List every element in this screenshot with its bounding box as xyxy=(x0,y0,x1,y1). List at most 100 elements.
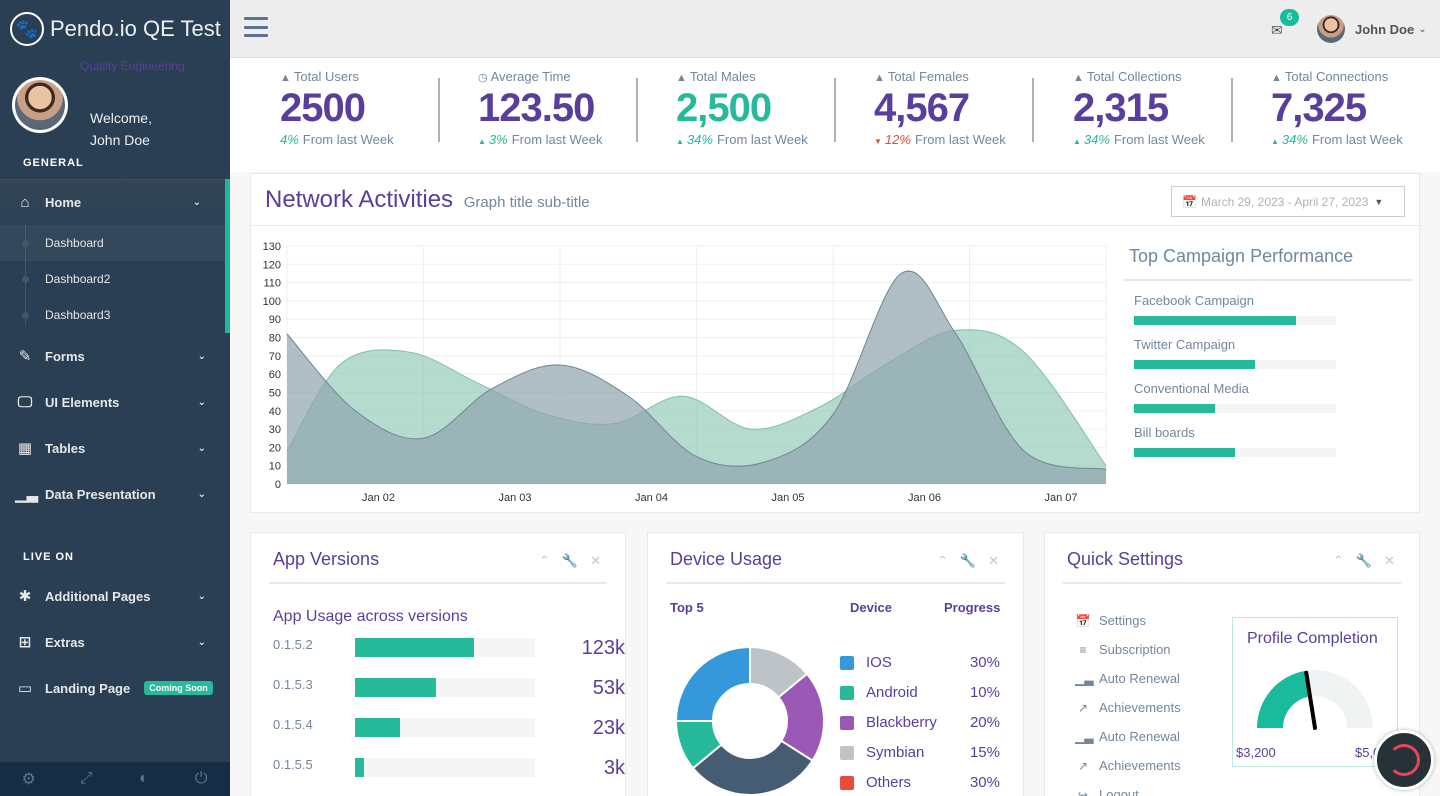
close-icon[interactable]: ✕ xyxy=(988,553,999,568)
sidebar-item-ui-elements[interactable]: 🖵 UI Elements ⌄ xyxy=(0,379,230,425)
gauge-filled-arc xyxy=(1257,670,1310,728)
device-usage-title: Device Usage xyxy=(670,549,783,569)
collapse-icon[interactable]: ⌃ xyxy=(937,553,948,568)
network-title: Network Activities xyxy=(265,186,454,213)
sidebar-item-forms[interactable]: ✎ Forms ⌄ xyxy=(0,333,230,379)
network-activities-panel: Network Activities Graph title sub-title… xyxy=(250,173,1421,513)
user-icon: ▲ xyxy=(676,72,687,84)
quick-setting-item[interactable]: 📅 Settings xyxy=(1075,613,1146,628)
wrench-icon[interactable]: 🔧 xyxy=(561,553,579,568)
version-usage-value: 53k xyxy=(592,677,625,699)
close-icon[interactable]: ✕ xyxy=(1384,553,1395,568)
edit-icon: ✎ xyxy=(18,348,32,365)
quick-settings-title: Quick Settings xyxy=(1067,549,1184,569)
tile-footer: 4% From last Week xyxy=(280,132,470,147)
panel-tools: ⌃ 🔧 ✕ xyxy=(539,553,601,569)
calendar-icon: 📅 xyxy=(1182,194,1197,209)
home-icon: ⌂ xyxy=(20,193,30,211)
sidebar-item-home[interactable]: ⌂ Home ⌄ xyxy=(0,179,230,225)
menu-toggle-icon[interactable] xyxy=(244,17,268,37)
sidebar-item-landing-page[interactable]: ▭ Landing Page Coming Soon xyxy=(0,665,230,711)
power-icon[interactable]: ⏻ xyxy=(194,770,208,787)
tile-footer: ▲ 34% From last Week xyxy=(1073,132,1263,147)
sidebar-footer: ⚙ ⤢ ◐ ⏻ xyxy=(0,762,230,796)
tile-footer: ▲ 34% From last Week xyxy=(676,132,866,147)
device-percent: 30% xyxy=(969,654,1000,671)
sidebar-item-label: Landing Page xyxy=(45,680,131,696)
quick-setting-item[interactable]: ↗ Achievements xyxy=(1075,758,1181,773)
sidebar-subitem-dashboard2[interactable]: Dashboard2 xyxy=(0,261,225,297)
section-general: GENERAL xyxy=(23,157,84,169)
app-versions-panel: App Versions ⌃ 🔧 ✕ App Usage across vers… xyxy=(250,532,626,796)
campaign-item: Facebook Campaign xyxy=(1123,293,1413,325)
sidebar-item-additional-pages[interactable]: ✱ Additional Pages ⌄ xyxy=(0,573,230,619)
tile-suffix: From last Week xyxy=(511,132,603,147)
device-percent: 20% xyxy=(969,714,1000,731)
gauge-empty-arc xyxy=(1305,670,1373,728)
stat-tile: ▲ Total Females 4,567 ▼ 12% From last Week xyxy=(874,69,1064,147)
chevron-down-icon: ⌄ xyxy=(197,350,206,362)
device-row: Others 30% xyxy=(840,773,1000,793)
y-tick-label: 90 xyxy=(269,314,281,326)
line-chart-icon: ↗ xyxy=(1077,758,1089,773)
date-range-picker[interactable]: 📅 March 29, 2023 - April 27, 2023 ▼ xyxy=(1171,186,1405,217)
tile-label-text: Average Time xyxy=(490,69,571,84)
sidebar-item-data-presentation[interactable]: ▁▃ Data Presentation ⌄ xyxy=(0,471,230,517)
tile-label: ▲ Total Collections xyxy=(1073,69,1263,84)
desktop-icon: 🖵 xyxy=(17,393,33,411)
y-tick-label: 30 xyxy=(269,424,281,436)
bar-chart-icon: ▁▃ xyxy=(1075,671,1094,686)
fullscreen-icon[interactable]: ⤢ xyxy=(79,770,93,787)
campaign-item: Bill boards xyxy=(1123,425,1413,457)
sidebar-item-label: Forms xyxy=(45,348,85,364)
sidebar-item-tables[interactable]: ▦ Tables ⌄ xyxy=(0,425,230,471)
sidebar-subitem-dashboard3[interactable]: Dashboard3 xyxy=(0,297,225,333)
sidebar-item-label: Home xyxy=(45,194,82,210)
eye-close-icon[interactable]: ◐ xyxy=(138,770,149,787)
close-icon[interactable]: ✕ xyxy=(590,553,601,568)
version-number: 0.1.5.5 xyxy=(273,757,313,772)
wrench-icon[interactable]: 🔧 xyxy=(959,553,977,568)
donut-slice-others xyxy=(691,739,814,796)
panel-tools: ⌃ 🔧 ✕ xyxy=(937,553,999,569)
quick-setting-item[interactable]: ↗ Achievements xyxy=(1075,700,1181,715)
device-row: Android 10% xyxy=(840,683,1000,703)
sidebar-item-extras[interactable]: ⊞ Extras ⌄ xyxy=(0,619,230,665)
device-header: Device xyxy=(850,600,892,615)
quick-setting-item[interactable]: ↪ Logout xyxy=(1075,787,1139,796)
sidebar: 🐾 Pendo.io QE Test Quality Engineering W… xyxy=(0,0,230,796)
y-tick-label: 120 xyxy=(263,259,281,271)
version-usage-bar xyxy=(355,718,535,737)
tile-value: 7,325 xyxy=(1271,86,1367,130)
profile-gauge xyxy=(1257,670,1373,730)
pendo-logo-icon xyxy=(1388,744,1420,776)
tile-footer: ▲ 34% From last Week xyxy=(1271,132,1440,147)
quick-setting-item[interactable]: ≡ Subscription xyxy=(1075,642,1170,657)
device-donut-chart xyxy=(674,645,825,796)
tile-footer: ▲ 3% From last Week xyxy=(478,132,668,147)
version-usage-value: 123k xyxy=(581,637,625,659)
collapse-icon[interactable]: ⌃ xyxy=(539,553,550,568)
wrench-icon[interactable]: 🔧 xyxy=(1355,553,1373,568)
chevron-down-icon: ⌄ xyxy=(192,196,201,208)
quick-setting-item[interactable]: ▁▃ Auto Renewal xyxy=(1075,729,1180,744)
pendo-badge-button[interactable] xyxy=(1374,730,1434,790)
sidebar-item-label: Data Presentation xyxy=(45,486,156,502)
series-line-1 xyxy=(286,329,1107,466)
tile-percent: 12% xyxy=(884,132,911,147)
brand-title[interactable]: Pendo.io QE Test xyxy=(50,16,221,41)
collapse-icon[interactable]: ⌃ xyxy=(1333,553,1344,568)
device-percent: 10% xyxy=(969,684,1000,701)
quick-setting-item[interactable]: ▁▃ Auto Renewal xyxy=(1075,671,1180,686)
settings-icon[interactable]: ⚙ xyxy=(21,771,36,788)
x-tick-label: Jan 04 xyxy=(635,492,668,504)
envelope-icon[interactable]: ✉ xyxy=(1271,22,1283,38)
tile-divider xyxy=(834,78,836,142)
network-area-chart: 0 10 20 30 40 50 60 70 80 90 100 110 120 130 Jan 02 Jan… xyxy=(263,241,1107,504)
sidebar-subitem-dashboard[interactable]: Dashboard xyxy=(0,225,225,261)
user-profile-dropdown[interactable]: John Doe ⌄ xyxy=(1317,15,1427,43)
tile-value: 2,500 xyxy=(676,86,772,130)
brand[interactable]: 🐾 Pendo.io QE Test xyxy=(0,0,230,58)
version-usage-bar xyxy=(355,638,535,657)
line-chart-icon: ↗ xyxy=(1077,700,1089,715)
